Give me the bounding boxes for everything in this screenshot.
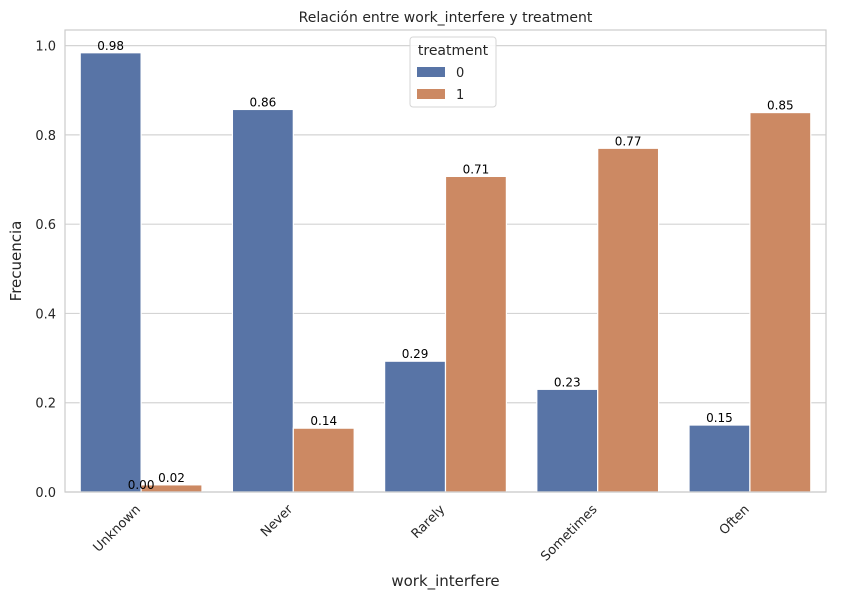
data-label: 0.85 (767, 99, 794, 113)
legend-title: treatment (418, 43, 489, 59)
legend: treatment 0 1 (409, 36, 497, 108)
bar-labels: 0.98 0.02 0.86 0.14 0.29 0.71 0.23 0.77 0.15 0.85… (97, 39, 793, 492)
y-tick-labels: 0.0 0.2 0.4 0.6 0.8 1.0 (35, 40, 56, 501)
bar-often-series-1 (749, 111, 812, 493)
data-label: 0.14 (310, 414, 337, 428)
bar-rarely-series-0 (384, 360, 447, 493)
bar-never-series-0 (231, 108, 294, 493)
x-tick-label: Never (258, 502, 296, 540)
y-axis-label: Frecuencia (7, 221, 25, 302)
legend-label-1: 1 (456, 88, 464, 103)
legend-label-0: 0 (456, 66, 464, 81)
bar-sometimes-series-0 (536, 388, 599, 493)
x-tick-label: Often (717, 502, 753, 538)
legend-swatch-0 (417, 67, 445, 77)
bar-often-series-0 (688, 424, 751, 493)
data-label: 0.02 (158, 471, 185, 485)
data-label: 0.23 (554, 375, 581, 389)
x-tick-label: Unknown (91, 502, 144, 555)
plot-frame (64, 29, 827, 493)
y-tick-label: 0.0 (35, 486, 56, 501)
data-label: 0.15 (706, 411, 733, 425)
data-label: 0.71 (463, 162, 490, 176)
data-label: 0.86 (250, 95, 277, 109)
y-tick-label: 0.8 (35, 129, 56, 144)
bar-never-series-1 (292, 427, 355, 493)
data-label: 0.98 (97, 39, 124, 53)
x-tick-label: Sometimes (538, 502, 600, 564)
y-tick-label: 0.6 (35, 218, 56, 233)
y-tick-label: 0.4 (35, 307, 56, 322)
data-label: 0.29 (402, 347, 429, 361)
bar-rarely-series-1 (444, 175, 507, 493)
data-label: 0.77 (615, 134, 642, 148)
bar-unknown-series-0 (79, 52, 142, 493)
bars (79, 52, 812, 493)
y-tick-label: 0.2 (35, 397, 56, 412)
x-axis-label: work_interfere (391, 572, 499, 591)
data-label-zero: 0.00 (128, 478, 155, 492)
chart-title: Relación entre work_interfere y treatmen… (299, 10, 593, 26)
y-tick-label: 1.0 (35, 40, 56, 55)
x-tick-label: Rarely (409, 502, 449, 542)
x-tick-labels: Unknown Never Rarely Sometimes Often (91, 502, 753, 565)
legend-swatch-1 (417, 89, 445, 99)
bar-sometimes-series-1 (597, 147, 660, 493)
